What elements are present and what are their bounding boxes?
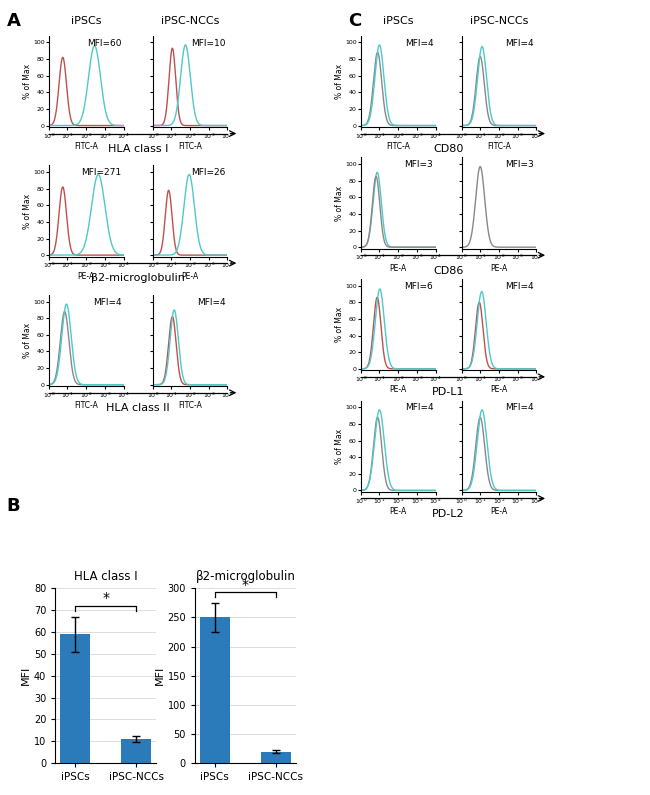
Text: HLA class I: HLA class I bbox=[108, 144, 168, 154]
Y-axis label: % of Max: % of Max bbox=[23, 64, 32, 99]
Text: MFI=10: MFI=10 bbox=[190, 38, 226, 48]
Title: HLA class I: HLA class I bbox=[74, 570, 137, 583]
Text: MFI=4: MFI=4 bbox=[197, 297, 226, 307]
Y-axis label: % of Max: % of Max bbox=[335, 429, 344, 464]
Text: MFI=60: MFI=60 bbox=[86, 38, 122, 48]
Text: MFI=4: MFI=4 bbox=[506, 38, 534, 48]
Text: CD80: CD80 bbox=[434, 144, 463, 154]
Text: PD-L1: PD-L1 bbox=[432, 387, 465, 398]
X-axis label: FITC-A: FITC-A bbox=[178, 142, 202, 151]
X-axis label: PE-A: PE-A bbox=[389, 264, 407, 273]
Text: iPSCs: iPSCs bbox=[71, 16, 101, 26]
Y-axis label: % of Max: % of Max bbox=[23, 323, 32, 359]
X-axis label: PE-A: PE-A bbox=[490, 386, 508, 394]
Text: C: C bbox=[348, 12, 361, 30]
Title: β2-microglobulin: β2-microglobulin bbox=[196, 570, 295, 583]
Text: iPSCs: iPSCs bbox=[383, 16, 413, 26]
X-axis label: FITC-A: FITC-A bbox=[74, 401, 98, 410]
Y-axis label: % of Max: % of Max bbox=[335, 307, 344, 343]
X-axis label: PE-A: PE-A bbox=[490, 507, 508, 516]
X-axis label: FITC-A: FITC-A bbox=[74, 142, 98, 151]
Text: MFI=3: MFI=3 bbox=[404, 160, 434, 169]
Bar bbox=[60, 634, 90, 763]
Text: MFI=4: MFI=4 bbox=[405, 38, 434, 48]
X-axis label: FITC-A: FITC-A bbox=[386, 142, 410, 151]
Text: PD-L2: PD-L2 bbox=[432, 509, 465, 519]
Text: *: * bbox=[242, 577, 249, 591]
Y-axis label: MFI: MFI bbox=[21, 666, 31, 685]
X-axis label: PE-A: PE-A bbox=[490, 264, 508, 273]
X-axis label: PE-A: PE-A bbox=[389, 507, 407, 516]
Y-axis label: MFI: MFI bbox=[155, 666, 164, 685]
Text: CD86: CD86 bbox=[434, 266, 463, 276]
Y-axis label: % of Max: % of Max bbox=[23, 193, 32, 229]
Bar bbox=[261, 751, 291, 763]
Y-axis label: % of Max: % of Max bbox=[335, 185, 344, 221]
Text: MFI=3: MFI=3 bbox=[505, 160, 534, 169]
Bar bbox=[121, 739, 151, 763]
Text: HLA class II: HLA class II bbox=[107, 403, 170, 413]
Text: β2-microglobulin: β2-microglobulin bbox=[91, 273, 185, 284]
Text: B: B bbox=[6, 497, 20, 515]
X-axis label: PE-A: PE-A bbox=[389, 386, 407, 394]
Text: *: * bbox=[102, 591, 109, 605]
Text: MFI=6: MFI=6 bbox=[404, 281, 434, 291]
X-axis label: PE-A: PE-A bbox=[77, 272, 95, 281]
Bar bbox=[200, 618, 230, 763]
X-axis label: PE-A: PE-A bbox=[181, 272, 199, 281]
Text: MFI=4: MFI=4 bbox=[93, 297, 122, 307]
Y-axis label: % of Max: % of Max bbox=[335, 64, 344, 99]
Text: iPSC-NCCs: iPSC-NCCs bbox=[470, 16, 528, 26]
Text: iPSC-NCCs: iPSC-NCCs bbox=[161, 16, 219, 26]
X-axis label: FITC-A: FITC-A bbox=[487, 142, 511, 151]
Text: MFI=4: MFI=4 bbox=[506, 403, 534, 413]
Text: A: A bbox=[6, 12, 20, 30]
Text: MFI=4: MFI=4 bbox=[405, 403, 434, 413]
Text: MFI=26: MFI=26 bbox=[191, 168, 226, 177]
X-axis label: FITC-A: FITC-A bbox=[178, 401, 202, 410]
Text: MFI=4: MFI=4 bbox=[506, 281, 534, 291]
Text: MFI=271: MFI=271 bbox=[81, 168, 122, 177]
